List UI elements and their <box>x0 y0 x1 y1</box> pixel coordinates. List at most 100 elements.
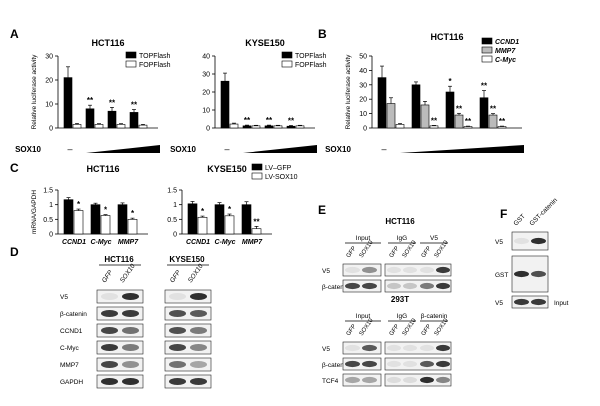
blot-band <box>387 344 401 352</box>
blot-band <box>190 378 207 385</box>
blot-row-label: V5 <box>495 300 503 307</box>
bar-topflash <box>129 112 139 129</box>
blot-row-label: MMP7 <box>60 362 79 369</box>
blot-strip <box>384 263 452 277</box>
blot-band <box>531 298 546 306</box>
bar-topflash <box>286 125 296 129</box>
bar-lvgfp <box>214 204 225 235</box>
blot-band <box>101 378 118 385</box>
y-tick-label: 20 <box>359 97 367 104</box>
significance-mark: ** <box>481 82 488 91</box>
control-dash-label: – <box>224 144 229 154</box>
dose-triangle <box>243 145 317 153</box>
blot-band <box>420 266 434 274</box>
blot-band <box>436 376 450 384</box>
blot-strip <box>384 373 452 387</box>
legend-label: LV–GFP <box>265 165 292 172</box>
chart-2: HCT116 0 10 20 30 40 50 Relative luciferase act… <box>325 32 524 154</box>
blot-band <box>169 344 186 351</box>
legend-swatch <box>481 37 493 45</box>
category-label: C-Myc <box>90 239 111 246</box>
blot-band <box>101 327 118 334</box>
panel-label-a: A <box>10 27 19 41</box>
y-axis-label: Relative luciferase activity <box>31 54 38 130</box>
chart-title: KYSE150 <box>207 164 247 174</box>
blot-band <box>101 344 118 351</box>
blot-row-label: C-Myc <box>60 345 80 352</box>
bar-lvsox10 <box>197 216 208 235</box>
blot-row-label: β-catenin <box>322 284 349 291</box>
bar-lvgfp <box>117 204 128 235</box>
blot-band <box>436 344 450 352</box>
lane-label: GFP <box>346 324 358 338</box>
blot-row-label: GAPDH <box>60 379 83 386</box>
blot-band <box>403 360 417 368</box>
blot-band <box>345 266 360 274</box>
bar-ccnd1 <box>445 91 455 129</box>
significance-mark: ** <box>499 117 506 126</box>
blot-band <box>345 282 360 290</box>
bar-lvsox10 <box>127 219 138 235</box>
y-tick-label: 30 <box>359 82 367 89</box>
blot-row-label: TCF4 <box>322 378 339 385</box>
chart-4: KYSE150 0 0.5 1 1.5 * CCND1 * C-Myc ** MMP7 LV–GFP L… <box>167 163 298 246</box>
blot-band <box>420 282 434 290</box>
group-label: V5 <box>430 235 438 242</box>
bar-fopflash <box>251 125 261 129</box>
y-tick-label: 20 <box>202 90 210 97</box>
blot-band <box>169 327 186 334</box>
blot-band <box>345 376 360 384</box>
y-tick-label: 1 <box>173 202 177 209</box>
chart-title: HCT116 <box>91 38 124 48</box>
chart-0: HCT116 0 10 20 30 Relative luciferase activit… <box>15 38 171 154</box>
lane-label: SOX10 <box>434 239 450 259</box>
blot-band <box>169 378 186 385</box>
lane-label: GST <box>512 213 526 227</box>
blot-band <box>420 376 434 384</box>
bar-mmp7 <box>386 103 396 129</box>
significance-mark: ** <box>456 104 463 113</box>
category-label: MMP7 <box>242 239 263 246</box>
blot-strip <box>384 279 452 293</box>
legend-label: TOPFlash <box>139 53 170 60</box>
blot-band <box>122 327 139 334</box>
bar-lvsox10 <box>73 210 84 235</box>
blot-band <box>362 266 377 274</box>
blot-row-label: GST <box>495 272 508 279</box>
control-dash-label: – <box>67 144 72 154</box>
blot-band <box>514 237 529 245</box>
blot-band <box>169 310 186 317</box>
category-label: CCND1 <box>62 239 86 246</box>
blot-row-label: V5 <box>322 268 330 275</box>
blot-band <box>362 376 377 384</box>
blot-band <box>101 361 118 368</box>
blot-band <box>403 266 417 274</box>
significance-mark: ** <box>131 101 138 110</box>
panel-label-d: D <box>10 245 19 259</box>
blot-band <box>387 376 401 384</box>
control-dash-label: – <box>381 144 386 154</box>
blot-band <box>345 344 360 352</box>
chart-title: KYSE150 <box>245 38 285 48</box>
lane-label: SOX10 <box>119 263 137 284</box>
bar-topflash <box>107 110 117 129</box>
blot-band <box>345 360 360 368</box>
blot-strip <box>342 373 382 387</box>
lane-label: SOX10 <box>402 239 418 259</box>
legend-label: LV-SOX10 <box>265 174 298 181</box>
bar-lvsox10 <box>251 228 262 235</box>
bar-cmyc <box>497 126 507 129</box>
legend-swatch <box>251 172 263 180</box>
blot-band <box>514 270 529 278</box>
blot-band <box>387 266 401 274</box>
significance-mark: ** <box>253 217 260 226</box>
blot-row-label: CCND1 <box>60 328 83 335</box>
bar-fopflash <box>72 124 82 129</box>
blot-band <box>190 310 207 317</box>
blot-band <box>122 310 139 317</box>
lane-label: GFP <box>389 246 401 260</box>
blot-band <box>122 361 139 368</box>
blot-band <box>436 360 450 368</box>
